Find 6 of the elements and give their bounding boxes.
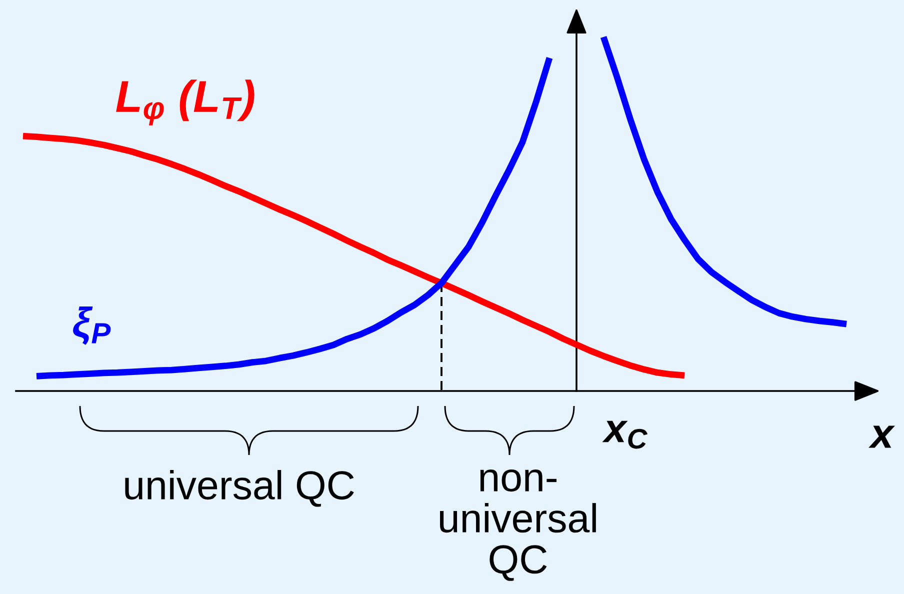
text: non- universal QC <box>440 470 596 581</box>
series-label: ξ$_{P}$ <box>73 306 111 345</box>
series-label: L$_{φ}$ (L$_{T}$) <box>116 80 254 126</box>
text: universal QC <box>125 470 354 507</box>
x-axis-title: x <box>868 426 895 448</box>
text: x$_{C}$ <box>602 420 648 449</box>
